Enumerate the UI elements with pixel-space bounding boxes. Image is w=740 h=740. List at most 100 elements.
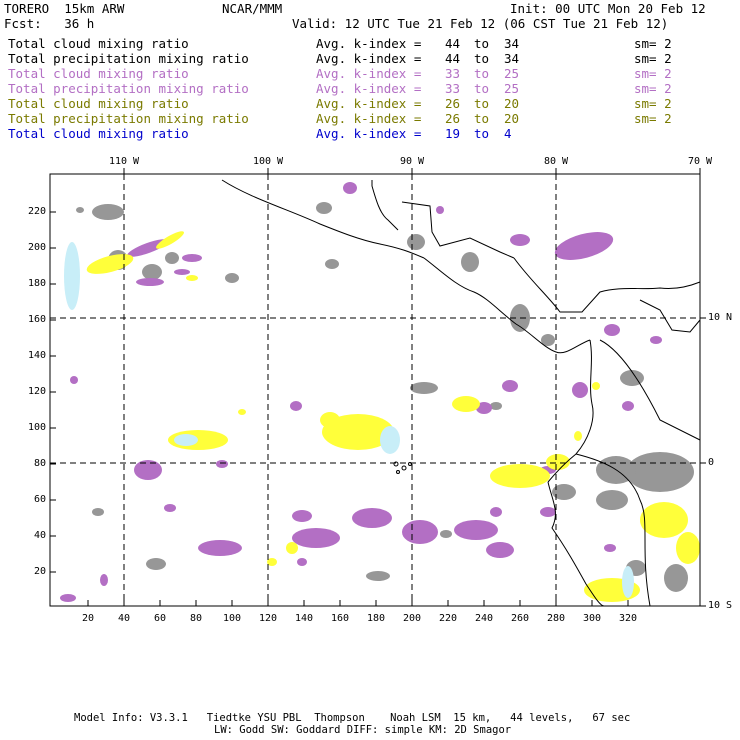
y-tick-label: 120 — [27, 386, 46, 397]
purple-cloud — [502, 380, 518, 392]
latlon-grid — [50, 174, 700, 606]
x-tick-label: 20 — [81, 613, 95, 624]
purple-cloud — [343, 182, 357, 194]
legend-to-value: 25 — [504, 81, 520, 96]
purple-cloud — [198, 540, 242, 556]
galapagos-island — [393, 461, 399, 467]
model-label: TORERO 15km ARW — [4, 1, 125, 16]
yellow-cloud — [267, 558, 277, 566]
purple-cloud — [216, 460, 228, 468]
legend-smoothing: sm= 2 — [634, 36, 672, 51]
legend-to-word: to — [474, 81, 490, 96]
yellow-cloud — [186, 275, 198, 281]
legend-smoothing: sm= 2 — [634, 81, 672, 96]
purple-cloud-regions — [60, 182, 662, 602]
purple-cloud — [486, 542, 514, 558]
longitude-label: 100 W — [252, 156, 284, 167]
org-label: NCAR/MMM — [222, 1, 283, 16]
yellow-cloud — [238, 409, 246, 415]
legend-field: Total cloud mixing ratio — [8, 66, 189, 81]
galapagos-island — [401, 465, 407, 471]
legend-to-value: 34 — [504, 51, 520, 66]
gray-cloud — [552, 484, 576, 500]
purple-cloud — [402, 520, 438, 544]
legend-to-value: 25 — [504, 66, 520, 81]
legend-field: Total cloud mixing ratio — [8, 96, 189, 111]
init-time: Init: 00 UTC Mon 20 Feb 12 — [510, 1, 706, 16]
gray-cloud — [440, 530, 452, 538]
legend-to-word: to — [474, 96, 490, 111]
coastline-colombia — [547, 339, 594, 483]
purple-cloud — [604, 324, 620, 336]
y-tick-label: 60 — [33, 494, 46, 505]
yellow-cloud — [86, 254, 134, 274]
purple-cloud — [436, 206, 444, 214]
yellow-cloud — [676, 532, 700, 564]
legend-to-word: to — [474, 66, 490, 81]
legend-avg-label: Avg. k-index = — [316, 111, 422, 126]
coastline-yucatan — [401, 201, 515, 259]
purple-cloud — [292, 528, 340, 548]
x-tick-label: 100 — [222, 613, 242, 624]
purple-cloud — [554, 232, 614, 260]
legend-avg-label: Avg. k-index = — [316, 36, 422, 51]
legend-from-value: 19 — [445, 126, 461, 141]
yellow-cloud — [574, 431, 582, 441]
purple-cloud — [650, 336, 662, 344]
gray-cloud — [325, 259, 339, 269]
coastlines — [221, 179, 701, 607]
gray-cloud — [626, 452, 694, 492]
x-tick-label: 300 — [582, 613, 602, 624]
purple-cloud — [182, 254, 202, 262]
gray-cloud — [92, 204, 124, 220]
legend-from-value: 44 — [445, 51, 461, 66]
x-tick-label: 40 — [117, 613, 131, 624]
legend-from-value: 33 — [445, 81, 461, 96]
purple-cloud — [454, 520, 498, 540]
coastline-ecuador-peru — [547, 481, 605, 607]
purple-cloud — [476, 402, 492, 414]
y-tick-label: 220 — [27, 206, 46, 217]
x-tick-label: 220 — [438, 613, 458, 624]
legend-to-value: 34 — [504, 36, 520, 51]
legend-avg-label: Avg. k-index = — [316, 126, 422, 141]
gray-cloud — [620, 370, 644, 386]
yellow-cloud — [156, 231, 184, 249]
legend-from-value: 26 — [445, 96, 461, 111]
legend-to-word: to — [474, 51, 490, 66]
gray-cloud — [225, 273, 239, 283]
coastline-central-america — [423, 257, 591, 354]
legend-field: Total cloud mixing ratio — [8, 126, 189, 141]
legend-to-value: 4 — [504, 126, 512, 141]
y-tick-label: 200 — [27, 242, 46, 253]
legend-avg-label: Avg. k-index = — [316, 81, 422, 96]
x-tick-label: 60 — [153, 613, 167, 624]
legend-smoothing: sm= 2 — [634, 51, 672, 66]
y-tick-label: 40 — [33, 530, 46, 541]
gray-cloud — [664, 564, 688, 592]
galapagos-island — [396, 470, 400, 474]
legend-avg-label: Avg. k-index = — [316, 51, 422, 66]
legend-smoothing: sm= 2 — [634, 66, 672, 81]
y-tick-label: 80 — [33, 458, 46, 469]
purple-cloud — [292, 510, 312, 522]
yellow-cloud — [320, 412, 340, 428]
legend-field: Total precipitation mixing ratio — [8, 51, 249, 66]
gray-cloud — [92, 508, 104, 516]
legend-from-value: 33 — [445, 66, 461, 81]
legend-to-value: 20 — [504, 96, 520, 111]
purple-cloud — [622, 401, 634, 411]
gray-cloud — [76, 207, 84, 213]
coastline-caribbean — [513, 257, 701, 313]
x-tick-label: 320 — [618, 613, 638, 624]
valid-time: Valid: 12 UTC Tue 21 Feb 12 (06 CST Tue … — [292, 16, 669, 31]
gray-cloud — [461, 252, 479, 272]
x-tick-label: 280 — [546, 613, 566, 624]
gray-cloud — [142, 264, 162, 280]
legend-field: Total cloud mixing ratio — [8, 36, 189, 51]
longitude-label: 70 W — [687, 156, 713, 167]
yellow-cloud — [592, 382, 600, 390]
yellow-cloud — [322, 414, 394, 450]
y-tick-label: 20 — [33, 566, 46, 577]
gray-cloud — [541, 334, 555, 346]
